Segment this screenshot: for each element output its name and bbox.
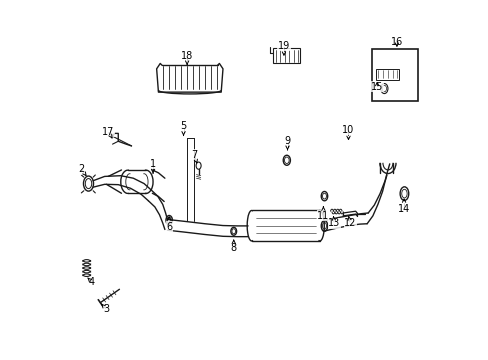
Text: 1: 1 [150,159,156,169]
Text: 18: 18 [181,51,193,61]
Text: 16: 16 [390,37,402,47]
Text: 3: 3 [103,304,109,314]
Text: 9: 9 [284,136,290,145]
Text: 10: 10 [342,125,354,135]
Bar [273,48,300,63]
Text: 8: 8 [230,243,236,253]
Text: 11: 11 [317,211,329,221]
Text: 2: 2 [78,164,84,174]
Bar [371,49,418,101]
Text: 19: 19 [277,41,289,50]
Text: 4: 4 [89,277,95,287]
Text: 13: 13 [327,218,340,228]
Text: 15: 15 [370,82,383,92]
Bar [375,69,399,80]
Text: 5: 5 [180,121,186,131]
Text: 12: 12 [344,218,356,228]
Text: 6: 6 [166,222,172,231]
Text: 7: 7 [191,150,197,160]
Text: 14: 14 [397,204,409,214]
Text: 17: 17 [102,127,114,136]
